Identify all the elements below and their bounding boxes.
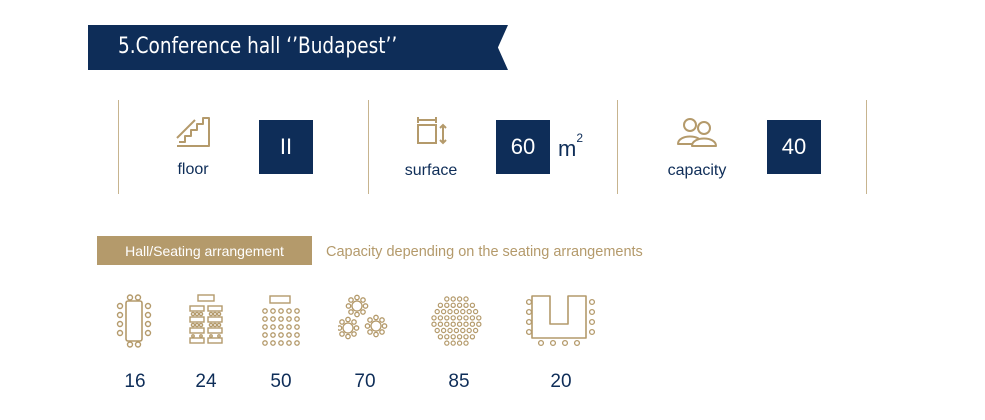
stairs-icon <box>176 117 210 147</box>
surface-unit: m2 <box>558 130 584 161</box>
floor-label: floor <box>177 161 209 178</box>
classroom-capacity: 24 <box>195 371 217 392</box>
capacity-value: 40 <box>767 120 821 174</box>
stat-divider <box>368 100 369 194</box>
stat-divider <box>118 100 119 194</box>
resize-icon <box>417 117 447 145</box>
surface-label: surface <box>404 162 458 179</box>
theatre-capacity: 50 <box>270 371 292 392</box>
capacity-label: capacity <box>667 162 727 179</box>
floor-value: II <box>259 120 313 174</box>
seating-arrangement-heading: Hall/Seating arrangement <box>97 236 312 265</box>
seating-arrangement-note: Capacity depending on the seating arrang… <box>326 244 643 260</box>
banquet-capacity: 70 <box>354 371 376 392</box>
banquet-icon <box>338 294 388 340</box>
classroom-icon <box>189 294 223 344</box>
theatre-icon <box>262 295 300 346</box>
surface-value: 60 <box>496 120 550 174</box>
stat-divider <box>617 100 618 194</box>
u-shape-icon <box>526 295 596 347</box>
page-title: 5.Conference hall ‘’Budapest’’ <box>118 34 398 59</box>
title-banner <box>88 25 508 70</box>
cocktail-capacity: 85 <box>448 371 470 392</box>
boardroom-icon <box>116 294 152 348</box>
u-shape-capacity: 20 <box>550 371 572 392</box>
boardroom-capacity: 16 <box>124 371 146 392</box>
people-icon <box>677 118 717 147</box>
cocktail-icon <box>431 296 482 346</box>
stat-divider <box>866 100 867 194</box>
